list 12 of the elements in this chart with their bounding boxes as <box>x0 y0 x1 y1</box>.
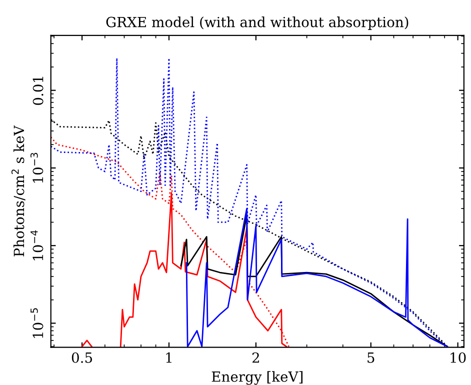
x-tick-label: 2 <box>252 352 259 363</box>
x-tick-label: 5 <box>368 352 374 363</box>
y-tick-label: 10$^{−3}$ <box>30 152 44 183</box>
x-tick-label: 10 <box>450 352 466 363</box>
chart-title: GRXE model (with and without absorption) <box>106 16 408 30</box>
x-tick-label: 0.5 <box>72 352 92 363</box>
y-axis-title: Photons/cm$^{2}$ s keV <box>11 125 26 256</box>
x-tick-label: 1 <box>166 352 172 363</box>
y-tick-label: 0.01 <box>32 76 44 105</box>
y-tick-label: 10$^{−4}$ <box>30 230 44 260</box>
y-tick-label: 10$^{−5}$ <box>30 308 44 338</box>
x-axis-title: Energy [keV] <box>212 371 303 385</box>
